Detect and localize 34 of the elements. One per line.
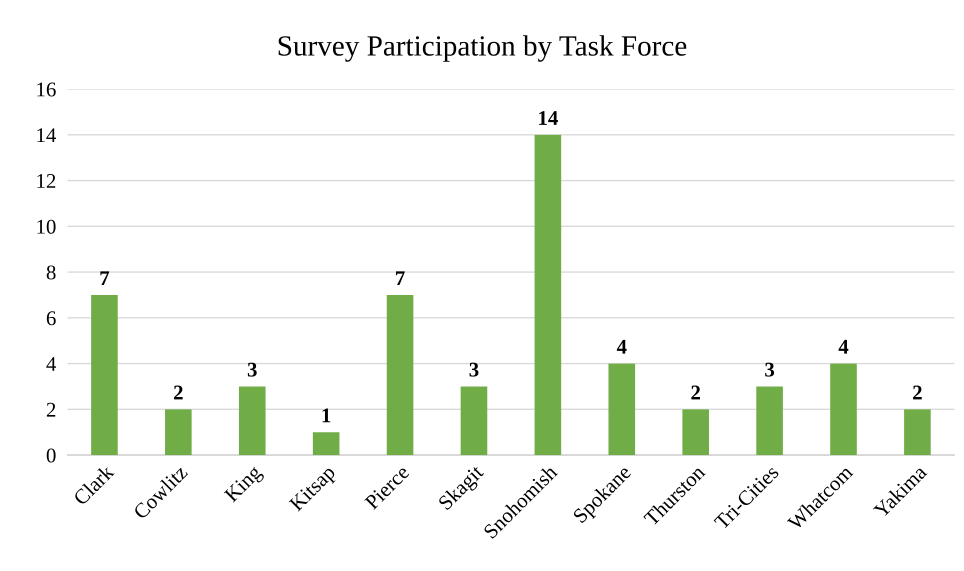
data-label: 4 bbox=[838, 340, 848, 354]
bar bbox=[91, 294, 118, 456]
y-tick-label: 0 bbox=[46, 448, 56, 463]
y-tick-label: 6 bbox=[46, 311, 56, 326]
bar bbox=[682, 409, 709, 456]
bar bbox=[165, 409, 192, 456]
y-tick-label: 14 bbox=[37, 128, 56, 142]
data-label: 3 bbox=[470, 362, 478, 377]
bar bbox=[312, 432, 340, 456]
data-label: 3 bbox=[765, 362, 774, 377]
chart-title: Survey Participation by Task Force bbox=[278, 35, 686, 62]
y-tick-label: 2 bbox=[46, 402, 56, 417]
data-label: 4 bbox=[616, 340, 627, 354]
bar bbox=[830, 364, 857, 456]
bar bbox=[608, 364, 636, 456]
data-label: 2 bbox=[691, 386, 700, 400]
bar bbox=[460, 386, 488, 456]
data-label: 1 bbox=[322, 408, 330, 422]
bar bbox=[238, 386, 266, 456]
bar bbox=[386, 294, 414, 456]
data-label: 2 bbox=[174, 386, 183, 400]
bar bbox=[756, 386, 783, 456]
data-label: 3 bbox=[248, 362, 257, 377]
y-tick-label: 10 bbox=[37, 220, 56, 234]
bar bbox=[534, 134, 562, 456]
bar bbox=[904, 409, 931, 456]
data-label: 2 bbox=[913, 386, 922, 400]
data-label: 7 bbox=[396, 271, 405, 285]
y-tick-label: 12 bbox=[37, 174, 56, 188]
y-tick-label: 16 bbox=[37, 82, 56, 97]
data-label: 14 bbox=[539, 111, 558, 125]
y-tick-label: 8 bbox=[46, 265, 56, 280]
y-tick-label: 4 bbox=[46, 357, 56, 371]
data-label: 7 bbox=[100, 271, 110, 285]
